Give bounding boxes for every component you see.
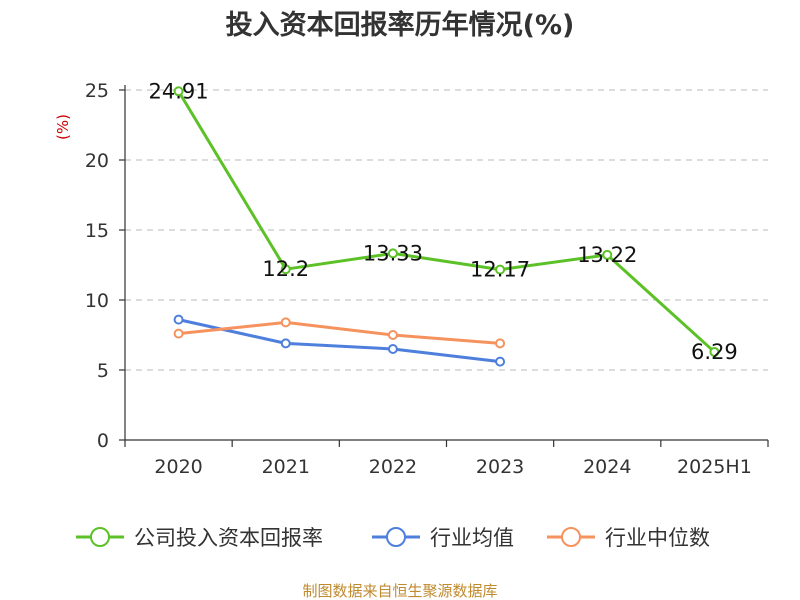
x-tick-label: 2021 — [262, 456, 310, 478]
legend-item[interactable]: 行业中位数 — [547, 526, 710, 550]
data-point — [173, 328, 184, 339]
legend-swatch-marker — [386, 527, 406, 547]
chart-title: 投入资本回报率历年情况(%) — [226, 9, 575, 41]
data-point — [387, 344, 398, 354]
legend-swatch-marker — [90, 527, 110, 547]
legend-item[interactable]: 公司投入资本回报率 — [76, 526, 323, 550]
legend-item[interactable]: 行业均值 — [372, 526, 514, 550]
series-group — [173, 86, 720, 367]
legend-label: 行业中位数 — [605, 526, 710, 550]
legend-swatch-marker — [561, 527, 581, 547]
legend-label: 行业均值 — [430, 526, 514, 550]
data-point — [173, 86, 184, 97]
legend-label: 公司投入资本回报率 — [134, 526, 323, 550]
legend[interactable]: 公司投入资本回报率 行业均值 行业中位数 — [76, 526, 710, 550]
data-point — [495, 264, 506, 275]
data-point — [173, 314, 184, 325]
data-label: 24.91 — [149, 79, 209, 103]
data-labels: 24.91 12.2 13.33 12.17 13.22 6.29 — [149, 79, 738, 364]
data-point — [709, 346, 720, 357]
y-tick-label: 25 — [85, 80, 109, 102]
x-tick-label: 2024 — [583, 456, 631, 478]
y-tick-label: 0 — [97, 430, 109, 452]
data-point — [602, 249, 613, 260]
x-tick-label: 2022 — [369, 456, 417, 478]
data-point — [387, 248, 398, 259]
data-point — [280, 338, 291, 349]
data-point — [495, 338, 506, 349]
data-point — [280, 264, 291, 275]
x-tick-label: 2023 — [476, 456, 524, 478]
series-line — [177, 90, 716, 354]
data-label: 12.17 — [470, 258, 530, 282]
data-label: 13.33 — [363, 241, 423, 265]
grid-lines — [125, 89, 768, 371]
y-tick-label: 5 — [97, 360, 109, 382]
y-tick-label: 10 — [85, 290, 109, 312]
data-label: 6.29 — [691, 340, 738, 364]
data-label: 13.22 — [577, 243, 637, 267]
y-tick-label: 20 — [85, 150, 109, 172]
source-note: 制图数据来自恒生聚源数据库 — [302, 582, 497, 600]
x-tick-label: 2020 — [154, 456, 202, 478]
data-label: 12.2 — [262, 257, 309, 281]
axes: 0 5 10 15 20 25 2020 2021 2022 2023 2024 2025H1 — [85, 80, 769, 478]
data-point — [495, 356, 506, 367]
y-axis-label: (%) — [54, 114, 72, 140]
y-tick-label: 15 — [85, 220, 109, 242]
series-line — [178, 318, 501, 364]
data-point — [387, 330, 398, 340]
x-tick-label: 2025H1 — [677, 456, 752, 478]
data-point — [280, 317, 291, 328]
series-line — [178, 320, 501, 345]
